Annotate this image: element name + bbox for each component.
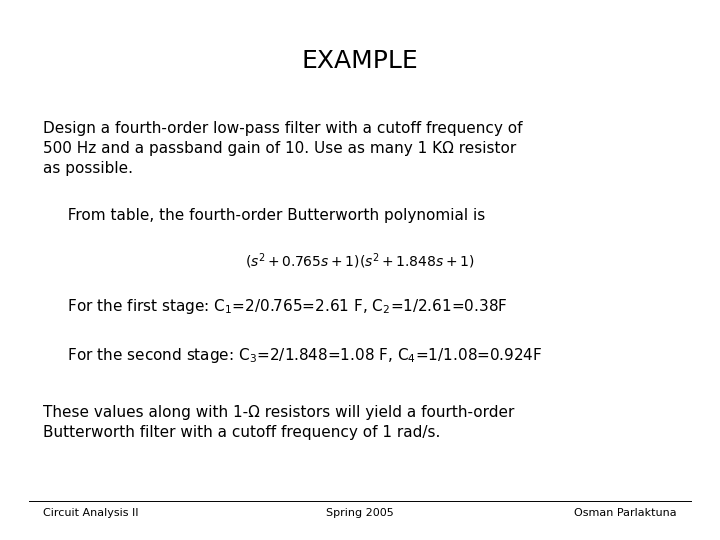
Text: Spring 2005: Spring 2005 xyxy=(326,508,394,518)
Text: For the first stage: C$_1$=2/0.765=2.61 F, C$_2$=1/2.61=0.38F: For the first stage: C$_1$=2/0.765=2.61 … xyxy=(58,297,508,316)
Text: Design a fourth-order low-pass filter with a cutoff frequency of
500 Hz and a pa: Design a fourth-order low-pass filter wi… xyxy=(43,122,523,176)
Text: For the second stage: C$_3$=2/1.848=1.08 F, C$_4$=1/1.08=0.924F: For the second stage: C$_3$=2/1.848=1.08… xyxy=(58,346,542,365)
Text: $(s^2 + 0.765s + 1)(s^2 + 1.848s + 1)$: $(s^2 + 0.765s + 1)(s^2 + 1.848s + 1)$ xyxy=(246,251,474,271)
Text: From table, the fourth-order Butterworth polynomial is: From table, the fourth-order Butterworth… xyxy=(58,208,485,223)
Text: Circuit Analysis II: Circuit Analysis II xyxy=(43,508,139,518)
Text: Osman Parlaktuna: Osman Parlaktuna xyxy=(574,508,677,518)
Text: EXAMPLE: EXAMPLE xyxy=(302,49,418,72)
Text: These values along with 1-Ω resistors will yield a fourth-order
Butterworth filt: These values along with 1-Ω resistors wi… xyxy=(43,405,515,440)
